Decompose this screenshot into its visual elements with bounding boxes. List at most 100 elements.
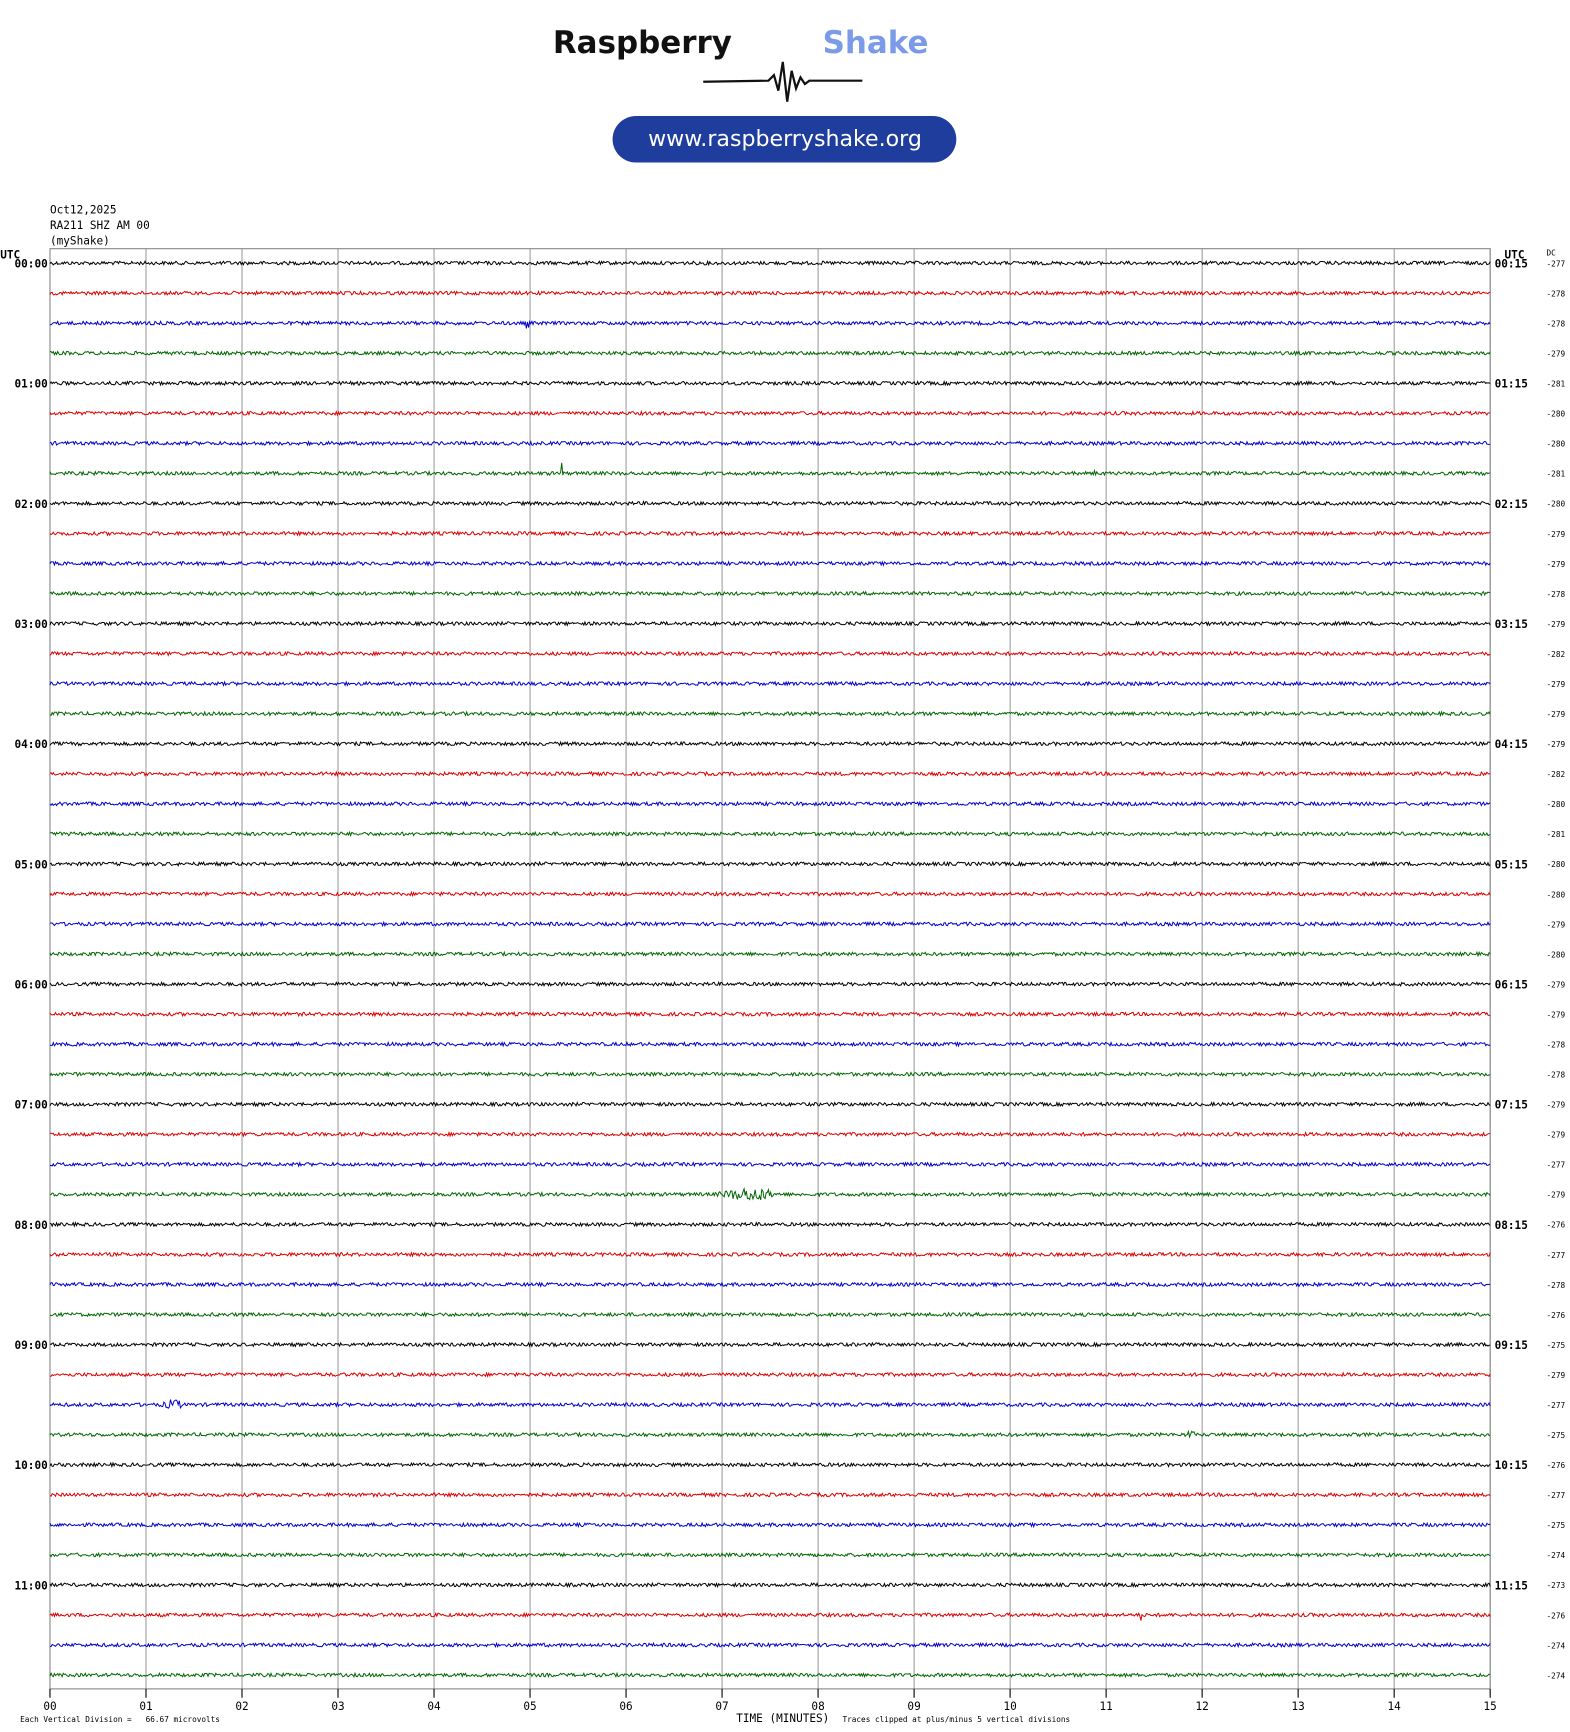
- x-tick-label: 03: [331, 1700, 344, 1713]
- dc-value: -278: [1547, 1040, 1566, 1049]
- right-row-label: 06:15: [1495, 978, 1528, 991]
- row-label: 02:00: [15, 498, 48, 511]
- dc-value: -282: [1547, 650, 1566, 659]
- x-tick-label: 10: [1003, 1700, 1016, 1713]
- website-link[interactable]: www.raspberryshake.org: [648, 126, 922, 152]
- trace: [49, 770, 1491, 778]
- source: (myShake): [50, 234, 110, 247]
- dc-value: -279: [1547, 560, 1566, 569]
- dc-value: -278: [1547, 319, 1566, 328]
- row-label: 03:00: [15, 618, 48, 631]
- trace: [49, 650, 1491, 657]
- x-tick-label: 00: [43, 1700, 56, 1713]
- trace: [49, 1399, 1491, 1410]
- left-axis-label: UTC: [0, 249, 20, 262]
- dc-value: -280: [1547, 890, 1566, 899]
- right-row-label: 07:15: [1495, 1099, 1528, 1112]
- dc-value: -277: [1547, 259, 1566, 268]
- scale-note: Each Vertical Division = 66.67 microvolt…: [20, 1715, 220, 1724]
- trace: [49, 409, 1491, 417]
- x-tick-label: 07: [715, 1700, 728, 1713]
- x-tick-label: 14: [1388, 1700, 1402, 1713]
- trace: [49, 379, 1491, 387]
- dc-value: -277: [1547, 1401, 1566, 1410]
- dc-value: -279: [1547, 350, 1566, 359]
- right-row-label: 11:15: [1495, 1579, 1528, 1592]
- right-row-label: 01:15: [1495, 378, 1528, 391]
- x-tick-label: 04: [427, 1700, 441, 1713]
- dc-value: -276: [1547, 1461, 1566, 1470]
- trace: [49, 1281, 1491, 1288]
- dc-value: -280: [1547, 860, 1566, 869]
- dc-value: -275: [1547, 1431, 1566, 1440]
- x-tick-label: 05: [523, 1700, 536, 1713]
- dc-value: -280: [1547, 800, 1566, 809]
- trace: [49, 590, 1491, 597]
- x-tick-label: 13: [1291, 1700, 1304, 1713]
- trace: [49, 800, 1491, 808]
- trace: [49, 1161, 1491, 1168]
- dc-value: -276: [1547, 1221, 1566, 1230]
- trace: [49, 530, 1491, 537]
- trace: [49, 1371, 1491, 1378]
- trace: [49, 680, 1491, 687]
- dc-value: -281: [1547, 380, 1566, 389]
- trace: [49, 289, 1491, 297]
- dc-value: -279: [1547, 1191, 1566, 1200]
- right-row-label: 02:15: [1495, 498, 1528, 511]
- logo-wave: [703, 61, 863, 102]
- x-tick-label: 08: [811, 1700, 824, 1713]
- trace: [49, 1429, 1491, 1439]
- dc-value: -280: [1547, 440, 1566, 449]
- dc-value: -279: [1547, 1131, 1566, 1140]
- trace: [49, 462, 1491, 477]
- right-row-label: 00:15: [1495, 257, 1528, 270]
- trace: [49, 1221, 1491, 1228]
- dc-value: -279: [1547, 740, 1566, 749]
- x-tick-label: 02: [235, 1700, 248, 1713]
- trace: [49, 1641, 1491, 1649]
- date: Oct12,2025: [50, 203, 117, 216]
- x-tick-label: 12: [1195, 1700, 1208, 1713]
- x-tick-label: 06: [619, 1700, 632, 1713]
- dc-value: -277: [1547, 1251, 1566, 1260]
- trace: [49, 860, 1491, 868]
- clip-note: Traces clipped at plus/minus 5 vertical …: [842, 1715, 1070, 1724]
- trace: [49, 500, 1491, 507]
- dc-value: -278: [1547, 1281, 1566, 1290]
- dc-value: -274: [1547, 1551, 1566, 1560]
- dc-value: -281: [1547, 470, 1566, 479]
- dc-value: -277: [1547, 1161, 1566, 1170]
- trace: [49, 349, 1491, 357]
- dc-value: -279: [1547, 1371, 1566, 1380]
- dc-value: -279: [1547, 710, 1566, 719]
- trace: [49, 1611, 1491, 1621]
- trace: [49, 1101, 1491, 1108]
- row-label: 05:00: [15, 858, 48, 871]
- trace: [49, 1581, 1491, 1589]
- dc-value: -273: [1547, 1581, 1566, 1590]
- trace: [49, 830, 1491, 837]
- dc-value: -278: [1547, 590, 1566, 599]
- dc-value: -276: [1547, 1611, 1566, 1620]
- dc-value: -276: [1547, 1311, 1566, 1320]
- trace: [49, 950, 1491, 958]
- dc-value: -279: [1547, 530, 1566, 539]
- trace: [49, 710, 1491, 718]
- row-label: 01:00: [15, 378, 48, 391]
- trace: [49, 1040, 1491, 1048]
- row-label: 11:00: [15, 1579, 48, 1592]
- text-layer: 00 01 02 03 04 05 06 07 08 09 10 11 12 13 14 15 00:00 01:…: [15, 257, 1566, 1712]
- dc-value: -279: [1547, 1101, 1566, 1110]
- right-row-label: 08:15: [1495, 1219, 1528, 1232]
- dc-value: -279: [1547, 920, 1566, 929]
- website-button[interactable]: [612, 116, 957, 163]
- row-label: 08:00: [15, 1219, 48, 1232]
- trace: [49, 319, 1491, 329]
- trace: [49, 560, 1491, 567]
- row-label: 10:00: [15, 1459, 48, 1472]
- trace: [49, 740, 1491, 747]
- trace: [49, 920, 1491, 928]
- trace: [49, 1311, 1491, 1318]
